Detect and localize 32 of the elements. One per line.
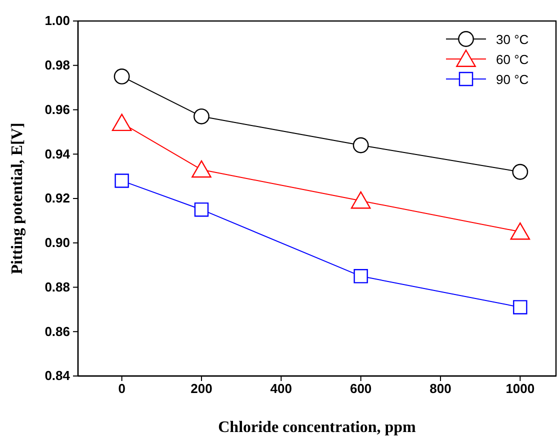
- legend-label: 30 °C: [496, 32, 529, 47]
- point: [114, 174, 129, 188]
- x-tick-label: 600: [350, 381, 372, 396]
- x-axis-title: Chloride concentration, ppm: [218, 419, 417, 436]
- point: [350, 191, 371, 209]
- x-tick-label: 1000: [506, 381, 535, 396]
- point: [112, 114, 132, 132]
- y-tick-label: 0.92: [44, 190, 70, 206]
- x-tick-label: 200: [190, 381, 212, 396]
- point: [194, 202, 209, 217]
- y-tick-label: 0.86: [44, 324, 70, 339]
- point: [513, 300, 528, 314]
- y-tick-label: 0.90: [44, 235, 70, 250]
- y-tick-label: 0.96: [44, 102, 70, 117]
- point: [194, 108, 210, 124]
- point: [510, 222, 530, 240]
- legend-label: 90 °C: [496, 72, 529, 87]
- y-tick-label: 1.00: [44, 13, 70, 28]
- y-tick-label: 0.98: [44, 58, 70, 73]
- point: [192, 160, 212, 178]
- x-tick-label: 400: [270, 381, 292, 396]
- y-tick-label: 0.84: [44, 368, 71, 384]
- y-tick-label: 0.94: [44, 146, 71, 162]
- point: [352, 137, 369, 154]
- y-axis-title: Pitting potential, E[V]: [9, 122, 26, 274]
- point: [354, 269, 368, 284]
- legend-label: 60 °C: [496, 52, 529, 67]
- point: [512, 164, 528, 180]
- x-tick-label: 800: [430, 381, 452, 396]
- x-tick-label: 0: [118, 381, 126, 396]
- y-tick-label: 0.88: [44, 279, 70, 294]
- point: [114, 68, 130, 84]
